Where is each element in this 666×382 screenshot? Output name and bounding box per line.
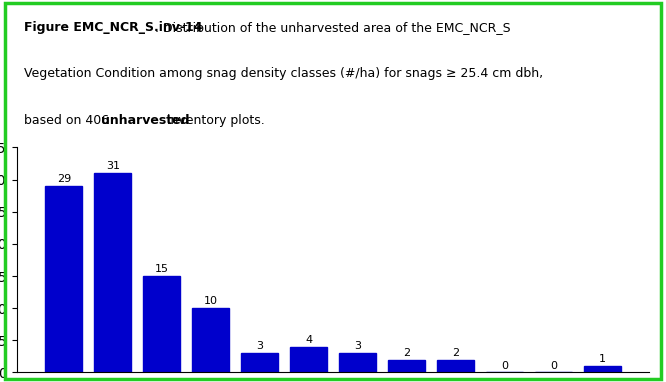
Text: 0: 0 bbox=[501, 361, 508, 371]
Bar bbox=[290, 347, 327, 372]
Text: unharvested: unharvested bbox=[101, 114, 190, 127]
Text: 15: 15 bbox=[155, 264, 168, 274]
Text: 31: 31 bbox=[106, 161, 120, 171]
Bar bbox=[143, 276, 180, 372]
Text: 2: 2 bbox=[452, 348, 459, 358]
Text: based on 406: based on 406 bbox=[24, 114, 113, 127]
Text: 10: 10 bbox=[204, 296, 218, 306]
Text: 2: 2 bbox=[403, 348, 410, 358]
Text: 29: 29 bbox=[57, 174, 71, 184]
Bar bbox=[437, 359, 474, 372]
Text: Vegetation Condition among snag density classes (#/ha) for snags ≥ 25.4 cm dbh,: Vegetation Condition among snag density … bbox=[24, 68, 543, 81]
Bar bbox=[584, 366, 621, 372]
Text: 1: 1 bbox=[599, 354, 606, 364]
Text: . Distribution of the unharvested area of the EMC_NCR_S: . Distribution of the unharvested area o… bbox=[155, 21, 510, 34]
Text: inventory plots.: inventory plots. bbox=[163, 114, 265, 127]
Text: Figure EMC_NCR_S.inv-14: Figure EMC_NCR_S.inv-14 bbox=[24, 21, 202, 34]
Bar bbox=[339, 353, 376, 372]
Bar bbox=[95, 173, 131, 372]
Text: 3: 3 bbox=[256, 341, 263, 351]
Bar bbox=[192, 308, 229, 372]
Bar bbox=[388, 359, 425, 372]
Bar bbox=[45, 186, 82, 372]
Bar bbox=[241, 353, 278, 372]
Text: 3: 3 bbox=[354, 341, 361, 351]
Text: 0: 0 bbox=[549, 361, 557, 371]
Text: 4: 4 bbox=[305, 335, 312, 345]
